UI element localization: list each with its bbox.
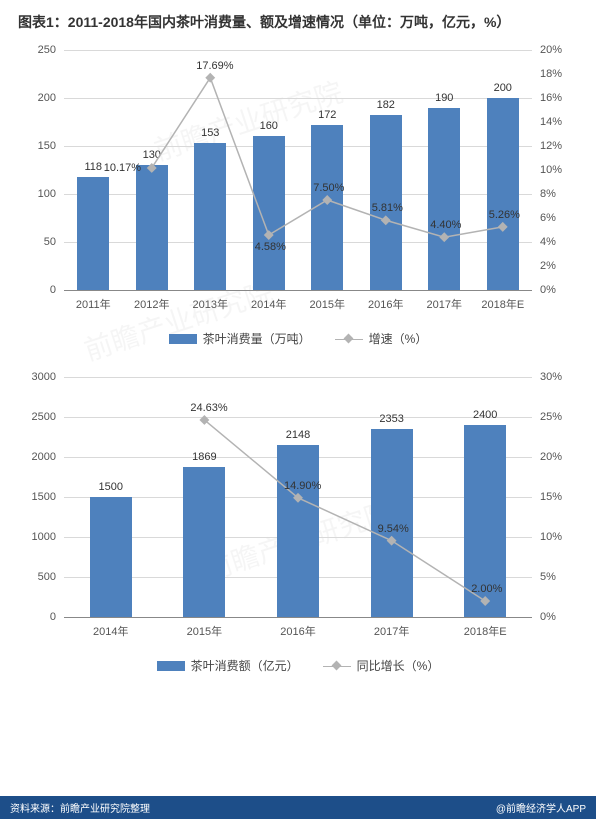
legend-line-2: 同比增长（%） — [323, 657, 440, 674]
chart2: 0500100015002000250030000%5%10%15%20%25%… — [20, 367, 576, 647]
bar-swatch-icon — [169, 334, 197, 344]
legend-line-label-2: 同比增长（%） — [357, 657, 440, 674]
chart-title: 图表1：2011-2018年国内茶叶消费量、额及增速情况（单位：万吨，亿元，%） — [0, 0, 596, 40]
legend-line-label-1: 增速（%） — [369, 330, 428, 347]
chart2-wrap: 0500100015002000250030000%5%10%15%20%25%… — [20, 367, 576, 694]
footer-source: 资料来源：前瞻产业研究院整理 — [10, 800, 150, 815]
legend-bar-label-2: 茶叶消费额（亿元） — [191, 657, 299, 674]
footer: 资料来源：前瞻产业研究院整理 @前瞻经济学人APP — [0, 796, 596, 819]
chart2-legend: 茶叶消费额（亿元） 同比增长（%） — [20, 647, 576, 694]
legend-bar-2: 茶叶消费额（亿元） — [157, 657, 299, 674]
legend-bar-label-1: 茶叶消费量（万吨） — [203, 330, 311, 347]
bar-swatch-icon — [157, 661, 185, 671]
line-swatch-icon — [323, 661, 351, 671]
line-swatch-icon — [335, 334, 363, 344]
chart1-wrap: 0501001502002500%2%4%6%8%10%12%14%16%18%… — [20, 40, 576, 367]
footer-brand: @前瞻经济学人APP — [496, 800, 586, 815]
chart1: 0501001502002500%2%4%6%8%10%12%14%16%18%… — [20, 40, 576, 320]
legend-line-1: 增速（%） — [335, 330, 428, 347]
legend-bar-1: 茶叶消费量（万吨） — [169, 330, 311, 347]
chart1-legend: 茶叶消费量（万吨） 增速（%） — [20, 320, 576, 367]
